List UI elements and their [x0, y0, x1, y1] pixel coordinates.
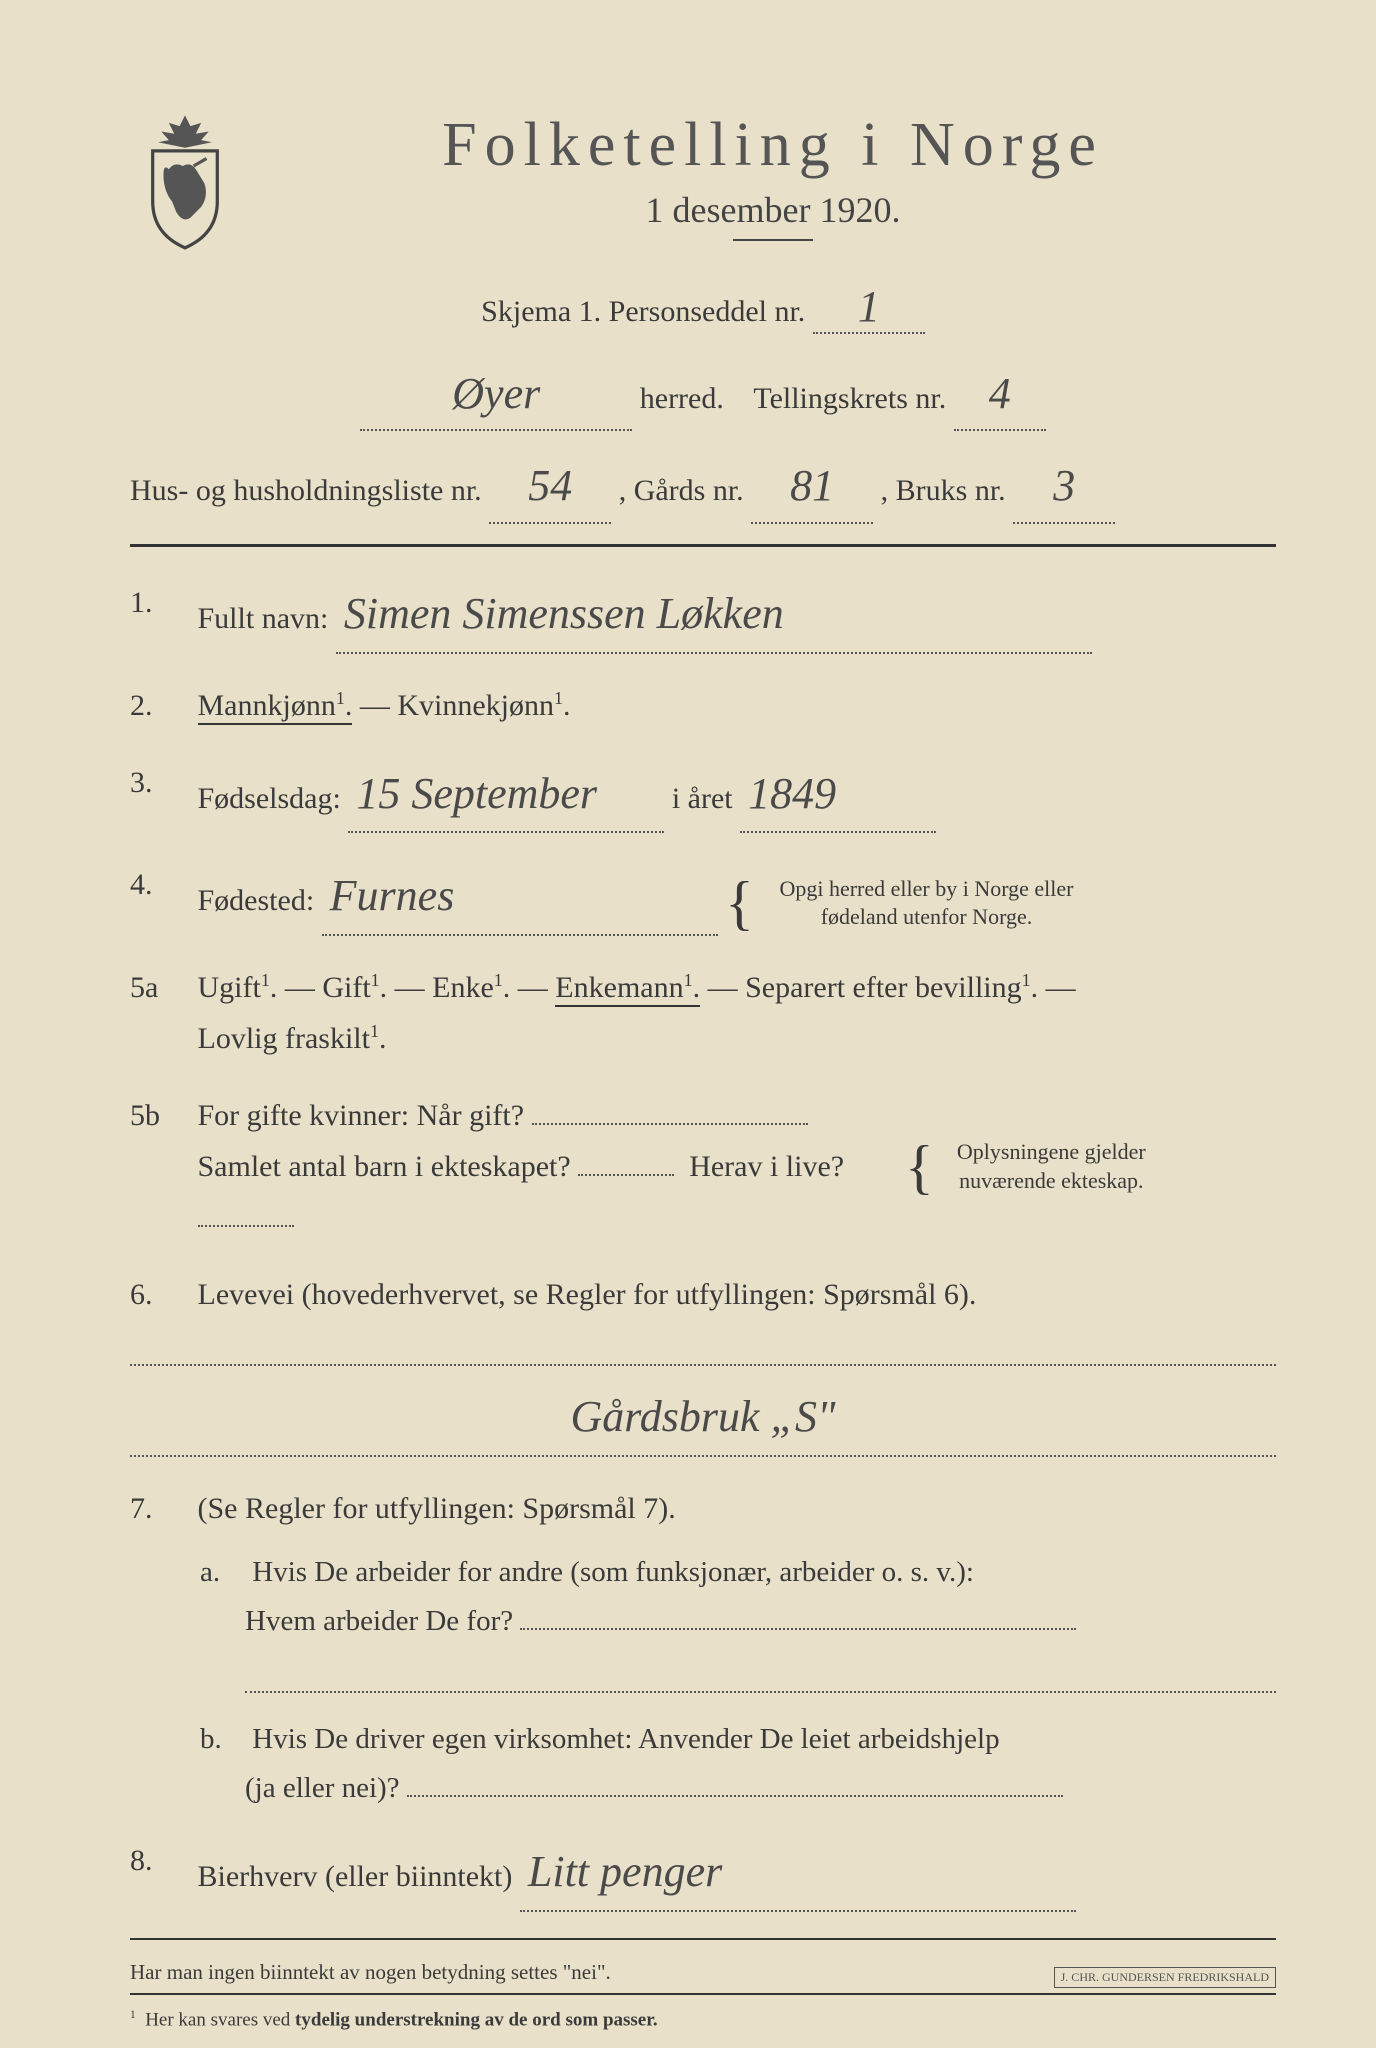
q4: 4. Fødested: Furnes { Opgi herred eller … [130, 859, 1276, 936]
q3-num: 3. [130, 757, 190, 808]
q6-label: Levevei (hovederhvervet, se Regler for u… [198, 1278, 977, 1311]
main-title: Folketelling i Norge [270, 110, 1276, 181]
q4-num: 4. [130, 859, 190, 910]
q7b-label2: (ja eller nei)? [245, 1772, 400, 1804]
divider-footnote-2 [130, 1993, 1276, 1995]
q7a-label2: Hvem arbeider De for? [245, 1605, 513, 1637]
gards-label: , Gårds nr. [619, 474, 744, 507]
q5a-line2: Lovlig fraskilt1. [198, 1022, 387, 1055]
q7a-label: Hvis De arbeider for andre (som funksjon… [252, 1556, 974, 1588]
q6-num: 6. [130, 1269, 190, 1320]
q5b-barn-field [578, 1174, 674, 1176]
footnote-2: 1 Her kan svares ved tydelig understrekn… [130, 2009, 1276, 2031]
subtitle-date: 1 desember 1920. [270, 189, 1276, 231]
gards-value: 81 [751, 451, 873, 523]
q7: 7. (Se Regler for utfyllingen: Spørsmål … [130, 1483, 1276, 1534]
q5b-label1: For gifte kvinner: Når gift? [198, 1099, 525, 1132]
q5b-label2: Samlet antal barn i ekteskapet? [198, 1150, 571, 1183]
herred-label: herred. [640, 382, 724, 415]
title-underline [733, 239, 813, 241]
q5b-note: Oplysningene gjelder nuværende ekteskap. [941, 1138, 1161, 1195]
q8-value: Litt penger [520, 1835, 1076, 1912]
q7a-blank [245, 1655, 1276, 1693]
divider-footnote [130, 1938, 1276, 1940]
q2-num: 2. [130, 680, 190, 731]
herred-value: Øyer [360, 359, 632, 431]
q3-day: 15 September [348, 757, 664, 834]
krets-label: Tellingskrets nr. [753, 382, 946, 415]
q7-label: (Se Regler for utfyllingen: Spørsmål 7). [198, 1492, 676, 1525]
q6-value: Gårdsbruk „S" [130, 1374, 1276, 1457]
q5b: 5b For gifte kvinner: Når gift? Samlet a… [130, 1090, 1276, 1243]
q7a-letter: a. [200, 1548, 245, 1597]
q3: 3. Fødselsdag: 15 September i året 1849 [130, 757, 1276, 834]
brace-icon-2: { [905, 1143, 934, 1191]
divider-top [130, 544, 1276, 547]
q8: 8. Bierhverv (eller biinntekt) Litt peng… [130, 1835, 1276, 1912]
personseddel-nr: 1 [813, 281, 925, 334]
title-block: Folketelling i Norge 1 desember 1920. [270, 110, 1276, 271]
q6-blank-line [130, 1328, 1276, 1366]
q5a: 5a Ugift1. — Gift1. — Enke1. — Enkemann1… [130, 962, 1276, 1064]
schema-label: Skjema 1. Personseddel nr. [481, 295, 805, 328]
bruks-value: 3 [1013, 451, 1115, 523]
q5a-rest: — Separert efter bevilling1. — [708, 971, 1076, 1004]
q5a-opts: Ugift1. — Gift1. — Enke1. — [198, 971, 556, 1004]
q3-year: 1849 [740, 757, 936, 834]
q6: 6. Levevei (hovederhvervet, se Regler fo… [130, 1269, 1276, 1457]
census-form-page: Folketelling i Norge 1 desember 1920. Sk… [0, 0, 1376, 2048]
q4-value: Furnes [322, 859, 718, 936]
q8-num: 8. [130, 1835, 190, 1886]
q3-year-label: i året [672, 782, 733, 815]
q5a-num: 5a [130, 962, 190, 1013]
hus-value: 54 [489, 451, 611, 523]
q7a-field [520, 1628, 1076, 1630]
herred-line: Øyer herred. Tellingskrets nr. 4 [130, 359, 1276, 431]
q3-label: Fødselsdag: [198, 782, 341, 815]
coat-of-arms-icon [130, 110, 240, 250]
q5b-num: 5b [130, 1090, 190, 1141]
q2-opt2: Kvinnekjønn1. [397, 689, 570, 722]
q5a-selected: Enkemann1. [555, 971, 700, 1007]
q8-label: Bierhverv (eller biinntekt) [198, 1860, 513, 1893]
q7-num: 7. [130, 1483, 190, 1534]
schema-line: Skjema 1. Personseddel nr. 1 [130, 281, 1276, 334]
q1-value: Simen Simenssen Løkken [336, 577, 1092, 654]
bruks-label: , Bruks nr. [881, 474, 1006, 507]
krets-value: 4 [954, 359, 1046, 431]
q7b-label: Hvis De driver egen virksomhet: Anvender… [252, 1723, 999, 1755]
hus-label: Hus- og husholdningsliste nr. [130, 474, 482, 507]
brace-icon: { [725, 879, 754, 927]
q5b-label3: Herav i live? [689, 1150, 844, 1183]
q4-label: Fødested: [198, 884, 315, 917]
q7a: a. Hvis De arbeider for andre (som funks… [200, 1548, 1276, 1693]
q5b-live-field [198, 1225, 294, 1227]
q2-sep: — [360, 689, 398, 722]
q2-selected: Mannkjønn1. [198, 689, 353, 725]
q2: 2. Mannkjønn1. — Kvinnekjønn1. [130, 680, 1276, 731]
q7b: b. Hvis De driver egen virksomhet: Anven… [200, 1715, 1276, 1814]
header: Folketelling i Norge 1 desember 1920. [130, 110, 1276, 271]
q1-label: Fullt navn: [198, 602, 329, 635]
q7b-field [407, 1795, 1063, 1797]
q7b-letter: b. [200, 1715, 245, 1764]
q1-num: 1. [130, 577, 190, 628]
q1: 1. Fullt navn: Simen Simenssen Løkken [130, 577, 1276, 654]
hus-line: Hus- og husholdningsliste nr. 54 , Gårds… [130, 451, 1276, 523]
printer-mark: J. CHR. GUNDERSEN FREDRIKSHALD [1054, 1967, 1276, 1988]
q5b-gift-field [532, 1123, 808, 1125]
q4-note: Opgi herred eller by i Norge eller fødel… [761, 875, 1091, 932]
